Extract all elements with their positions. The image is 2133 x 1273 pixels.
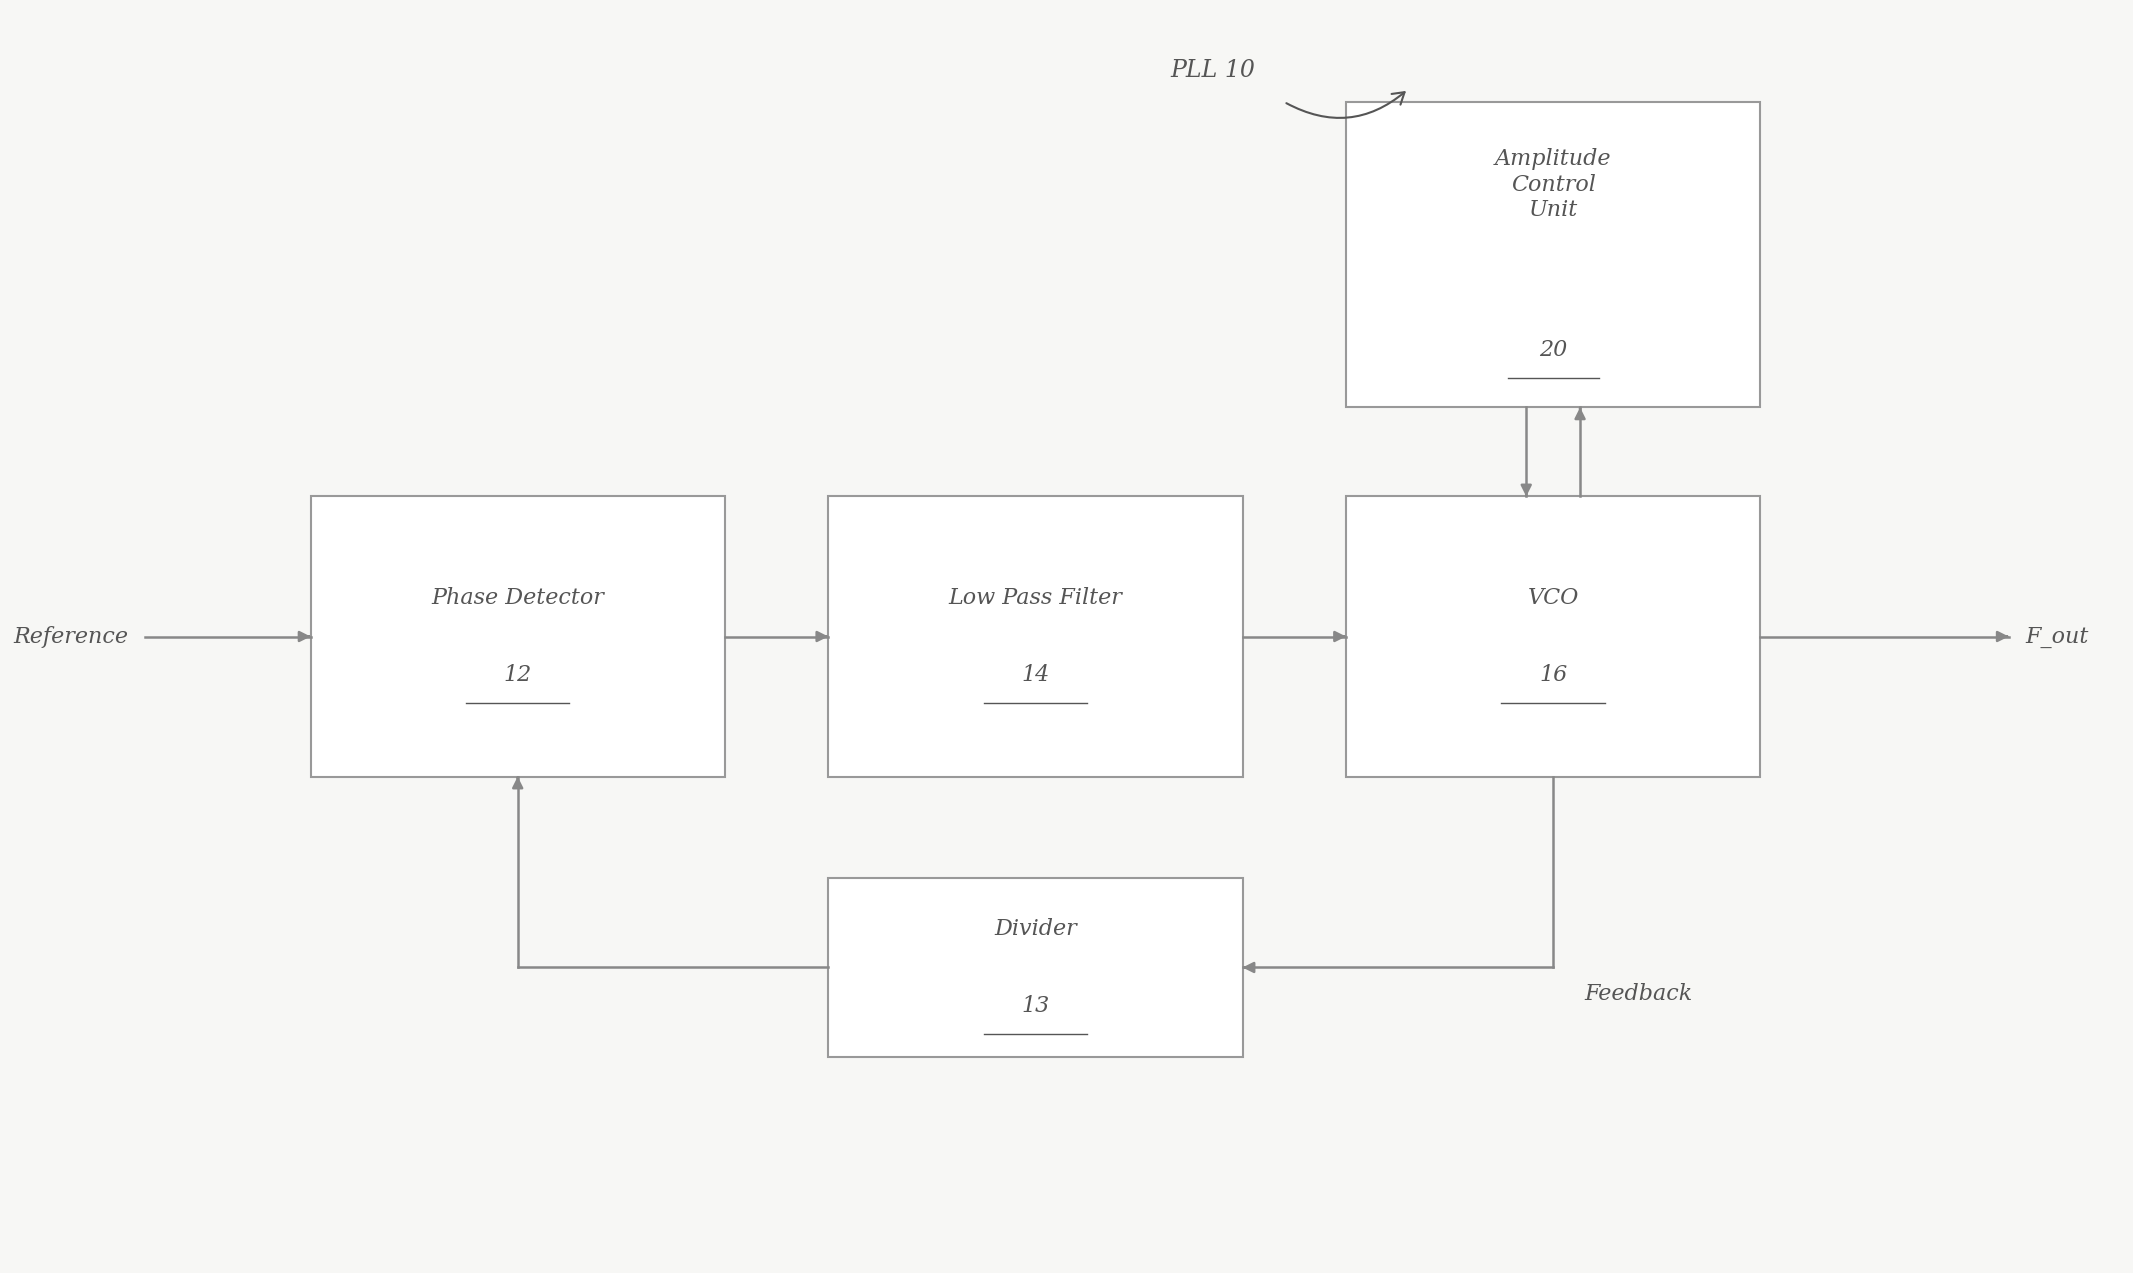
Text: 20: 20 — [1540, 339, 1568, 362]
Text: F_out: F_out — [2026, 625, 2088, 648]
Text: 12: 12 — [503, 663, 531, 686]
Bar — [828, 878, 1244, 1057]
Bar — [311, 496, 725, 777]
Text: Divider: Divider — [994, 918, 1077, 941]
Text: 13: 13 — [1022, 994, 1049, 1017]
Text: PLL 10: PLL 10 — [1171, 59, 1254, 81]
Text: Low Pass Filter: Low Pass Filter — [949, 587, 1122, 610]
Text: Feedback: Feedback — [1585, 983, 1691, 1004]
Text: 16: 16 — [1540, 663, 1568, 686]
Bar — [828, 496, 1244, 777]
Bar — [1346, 496, 1760, 777]
Bar — [1346, 102, 1760, 407]
FancyArrowPatch shape — [1286, 92, 1404, 118]
Text: Reference: Reference — [13, 625, 128, 648]
Text: 14: 14 — [1022, 663, 1049, 686]
Text: VCO: VCO — [1527, 587, 1578, 610]
Text: Amplitude
Control
Unit: Amplitude Control Unit — [1495, 148, 1610, 222]
Text: Phase Detector: Phase Detector — [431, 587, 604, 610]
